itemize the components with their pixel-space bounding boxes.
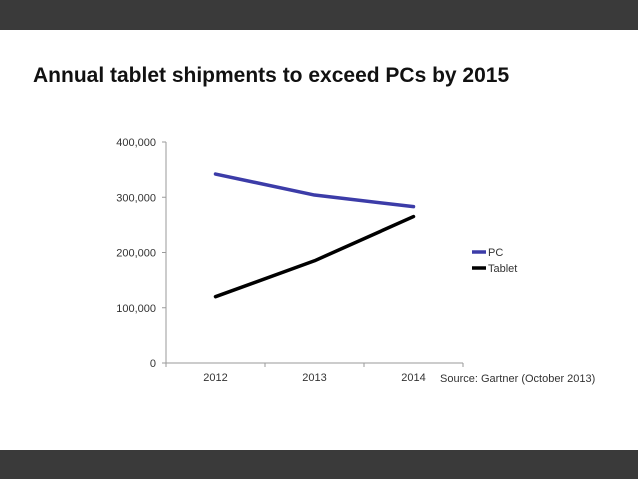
source-note: Source: Gartner (October 2013) <box>440 373 596 385</box>
x-tick-label: 2012 <box>203 372 227 384</box>
legend-label-pc: PC <box>488 247 503 259</box>
top-bar <box>0 0 638 30</box>
y-tick-label: 400,000 <box>116 137 156 149</box>
y-tick-label: 200,000 <box>116 248 156 260</box>
slide-title: Annual tablet shipments to exceed PCs by… <box>33 64 510 87</box>
series-line-tablet <box>213 214 416 299</box>
y-tick-label: 0 <box>150 358 156 370</box>
x-tick-label: 2013 <box>302 372 326 384</box>
legend-label-tablet: Tablet <box>488 263 517 275</box>
series-line-pc <box>213 172 416 209</box>
x-tick-label: 2014 <box>401 372 425 384</box>
y-tick-label: 300,000 <box>116 192 156 204</box>
bottom-bar <box>0 450 638 479</box>
y-tick-label: 100,000 <box>116 303 156 315</box>
